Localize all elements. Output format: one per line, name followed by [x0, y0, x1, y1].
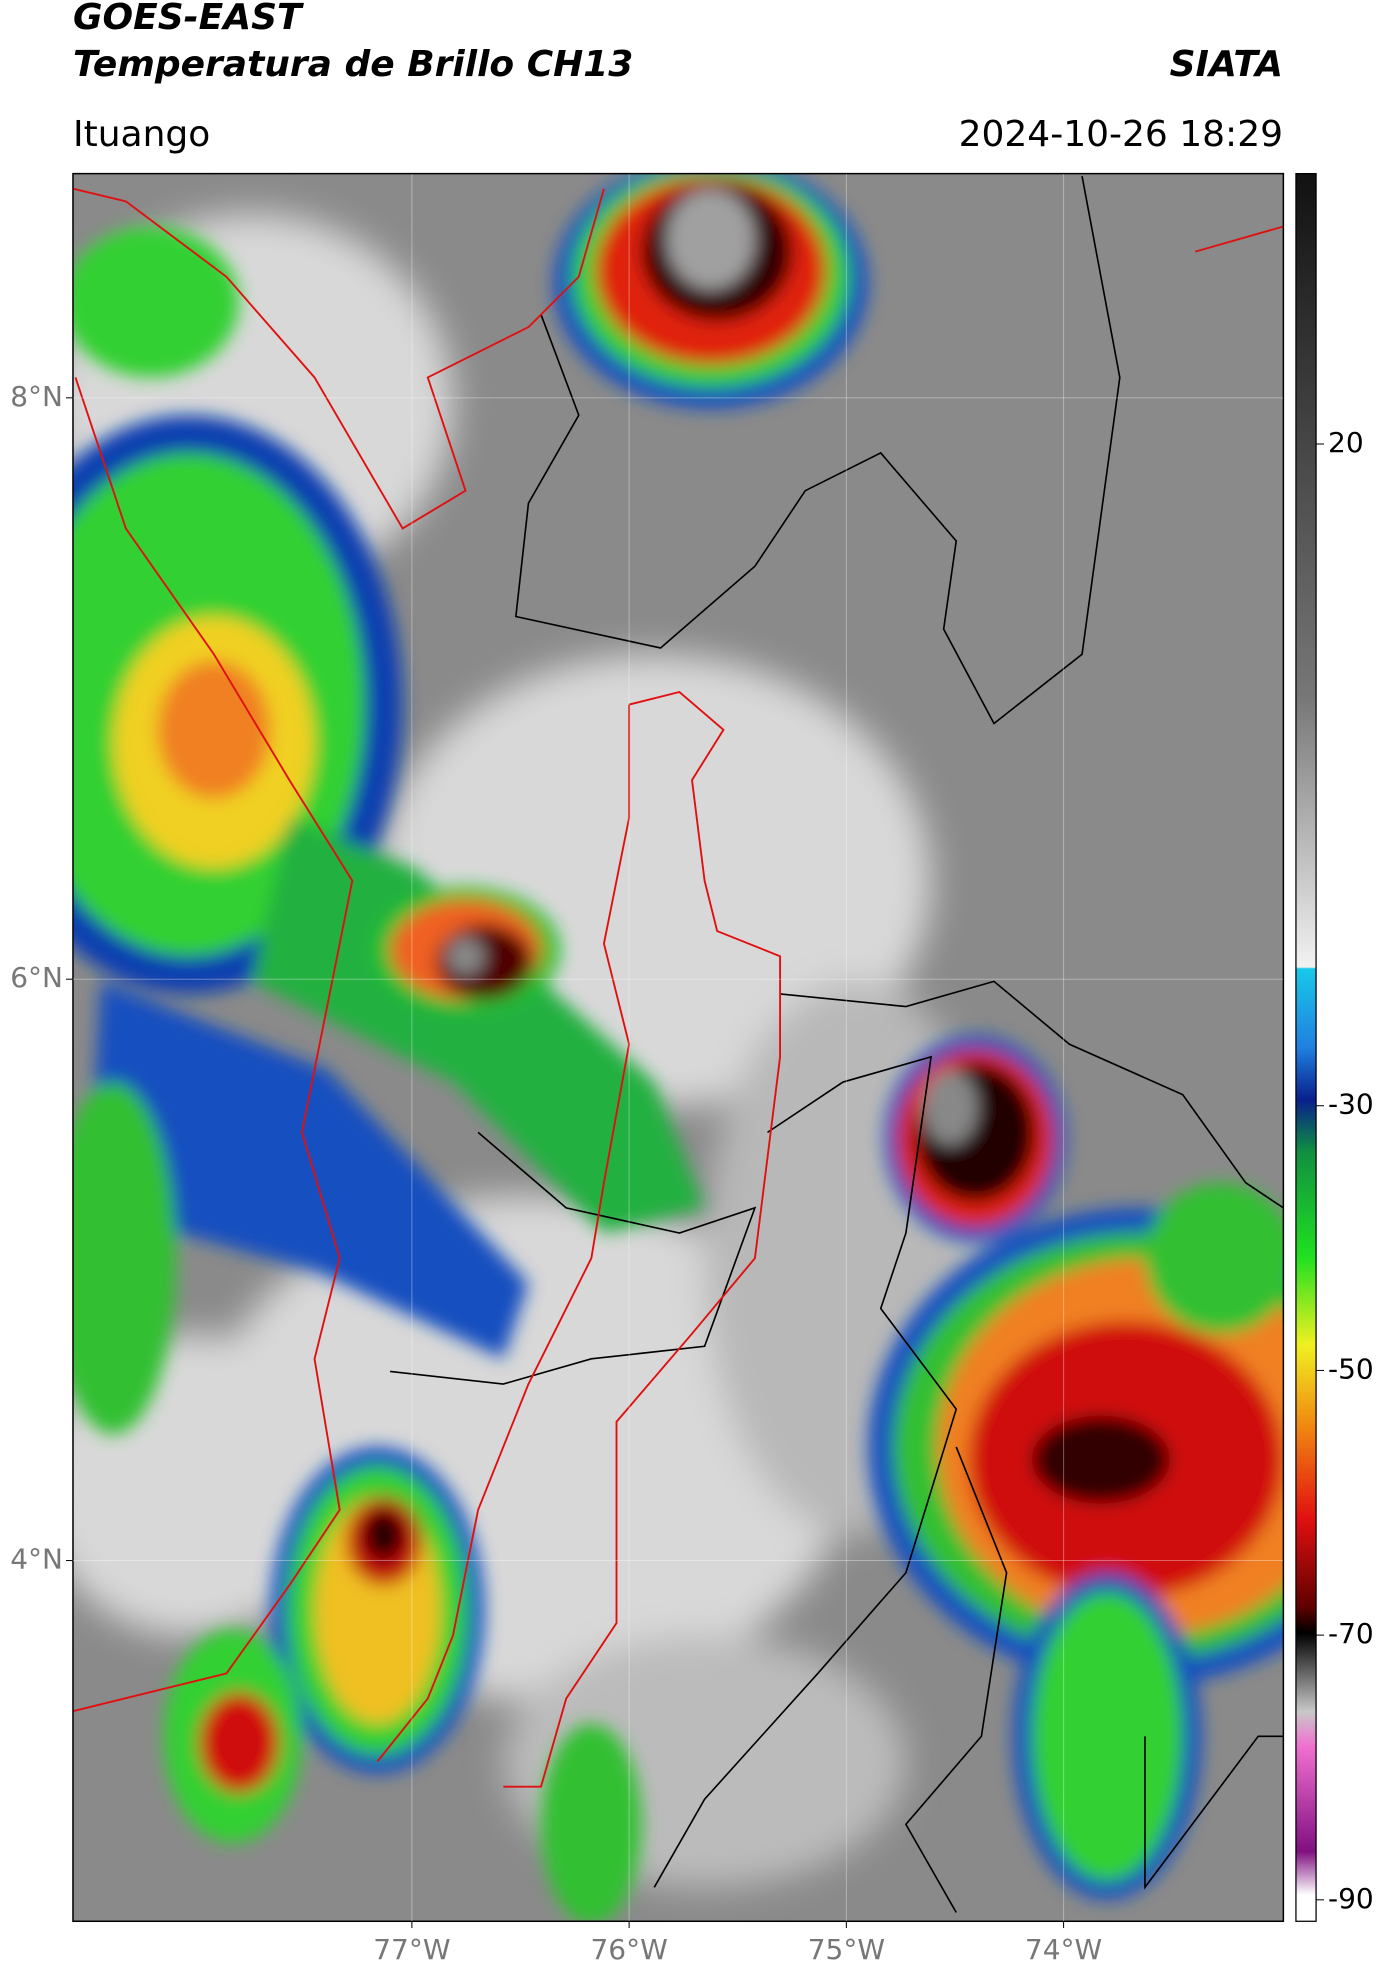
- satellite-image: [72, 172, 1317, 1923]
- colorbar-label: -90: [1328, 1882, 1374, 1915]
- region: Ituango: [73, 114, 210, 155]
- x-tick-label: 76°W: [590, 1933, 667, 1966]
- colorbar-label: 20: [1328, 426, 1364, 459]
- y-tick-label: 4°N: [10, 1543, 63, 1576]
- x-tick-label: 77°W: [373, 1933, 450, 1966]
- axes: 77°W 76°W 75°W 74°W 4°N 6°N 8°N 20 -30 -50 -70 -90: [10, 174, 1374, 1966]
- colorbar-label: -70: [1328, 1617, 1374, 1650]
- source: SIATA: [1170, 44, 1283, 85]
- x-tick-label: 74°W: [1025, 1933, 1102, 1966]
- datetime: 2024-10-26 18:29: [959, 114, 1283, 155]
- title: GOES-EAST: [73, 0, 304, 38]
- y-tick-label: 6°N: [10, 961, 63, 994]
- subtitle: Temperatura de Brillo CH13: [73, 44, 633, 85]
- colorbar-label: -50: [1328, 1352, 1374, 1385]
- y-tick-label: 8°N: [10, 380, 63, 413]
- colorbar-label: -30: [1328, 1088, 1374, 1121]
- x-tick-label: 75°W: [808, 1933, 885, 1966]
